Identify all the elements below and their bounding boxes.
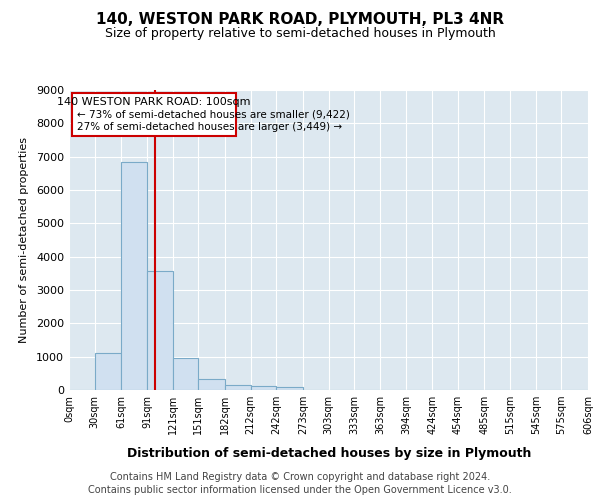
Bar [199,378,225,390]
Text: 27% of semi-detached houses are larger (3,449) →: 27% of semi-detached houses are larger (… [77,122,342,132]
Bar [225,385,251,390]
Bar [276,388,303,390]
Text: Size of property relative to semi-detached houses in Plymouth: Size of property relative to semi-detach… [104,28,496,40]
Bar [121,162,147,390]
Text: Contains public sector information licensed under the Open Government Licence v3: Contains public sector information licen… [88,485,512,495]
Text: 140, WESTON PARK ROAD, PLYMOUTH, PL3 4NR: 140, WESTON PARK ROAD, PLYMOUTH, PL3 4NR [96,12,504,28]
Bar [147,272,173,390]
Bar [251,386,276,390]
Text: ← 73% of semi-detached houses are smaller (9,422): ← 73% of semi-detached houses are smalle… [77,110,350,120]
Text: Distribution of semi-detached houses by size in Plymouth: Distribution of semi-detached houses by … [127,448,531,460]
Y-axis label: Number of semi-detached properties: Number of semi-detached properties [19,137,29,343]
FancyBboxPatch shape [71,94,236,136]
Text: 140 WESTON PARK ROAD: 100sqm: 140 WESTON PARK ROAD: 100sqm [57,97,251,107]
Bar [95,352,121,390]
Text: Contains HM Land Registry data © Crown copyright and database right 2024.: Contains HM Land Registry data © Crown c… [110,472,490,482]
Bar [173,358,199,390]
